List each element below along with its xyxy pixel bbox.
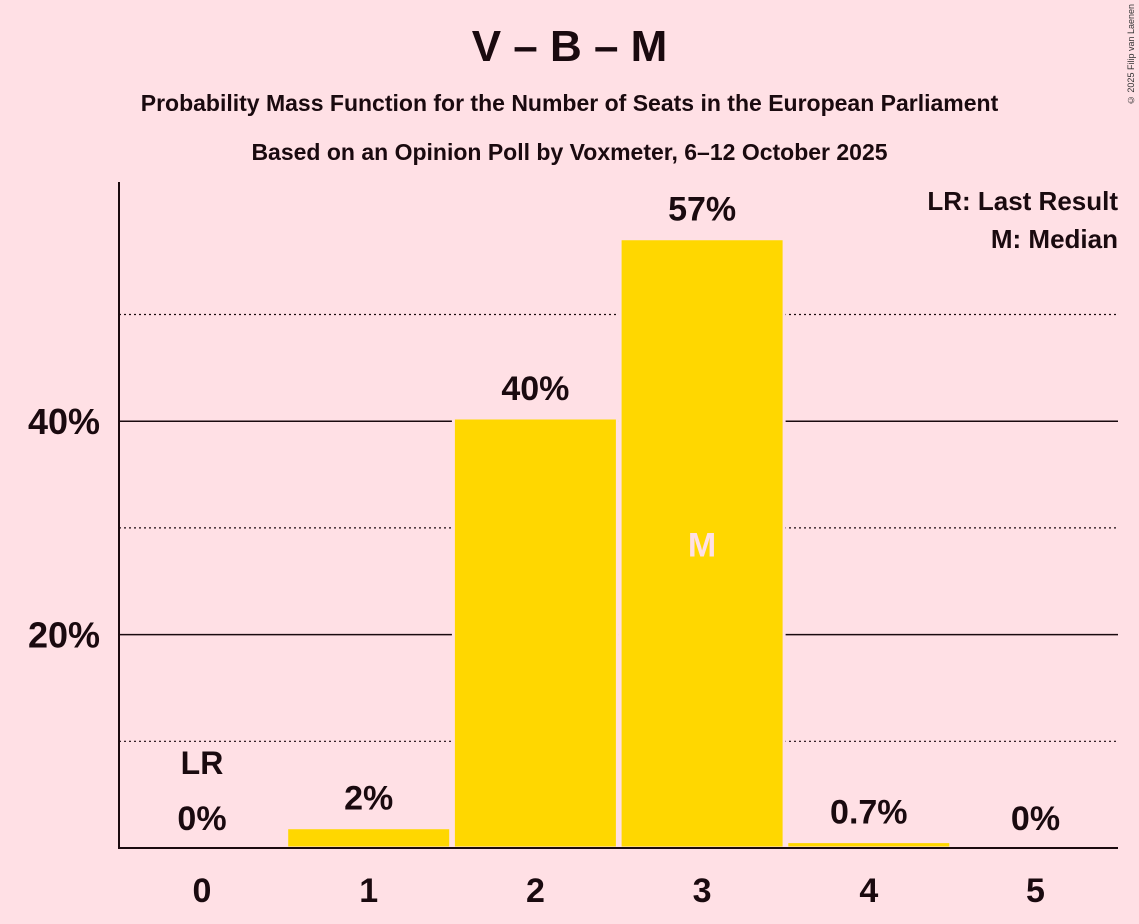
bar-value-label: 0% <box>1011 800 1060 838</box>
legend-entry: M: Median <box>991 224 1118 254</box>
y-tick-label: 20% <box>28 615 100 656</box>
chart-subtitle: Probability Mass Function for the Number… <box>140 90 999 116</box>
chart-subtitle-source: Based on an Opinion Poll by Voxmeter, 6–… <box>251 139 888 165</box>
bar-value-label: 57% <box>668 191 736 229</box>
median-marker: M <box>688 526 716 564</box>
bar <box>285 826 453 850</box>
chart-title: V – B – M <box>471 22 668 71</box>
bar <box>618 237 786 850</box>
bar <box>451 416 619 850</box>
x-tick-label: 3 <box>693 872 712 910</box>
x-tick-label: 1 <box>359 872 378 910</box>
x-tick-label: 0 <box>193 872 212 910</box>
bar-value-label: 0% <box>177 800 226 838</box>
bar-value-label: 0.7% <box>830 794 908 832</box>
x-tick-label: 4 <box>859 872 878 910</box>
x-tick-label: 5 <box>1026 872 1045 910</box>
x-tick-label: 2 <box>526 872 545 910</box>
last-result-marker: LR <box>181 745 224 781</box>
bar-value-label: 40% <box>501 370 569 408</box>
bar-value-label: 2% <box>344 780 393 818</box>
y-tick-label: 40% <box>28 401 100 442</box>
legend-entry: LR: Last Result <box>927 186 1118 216</box>
